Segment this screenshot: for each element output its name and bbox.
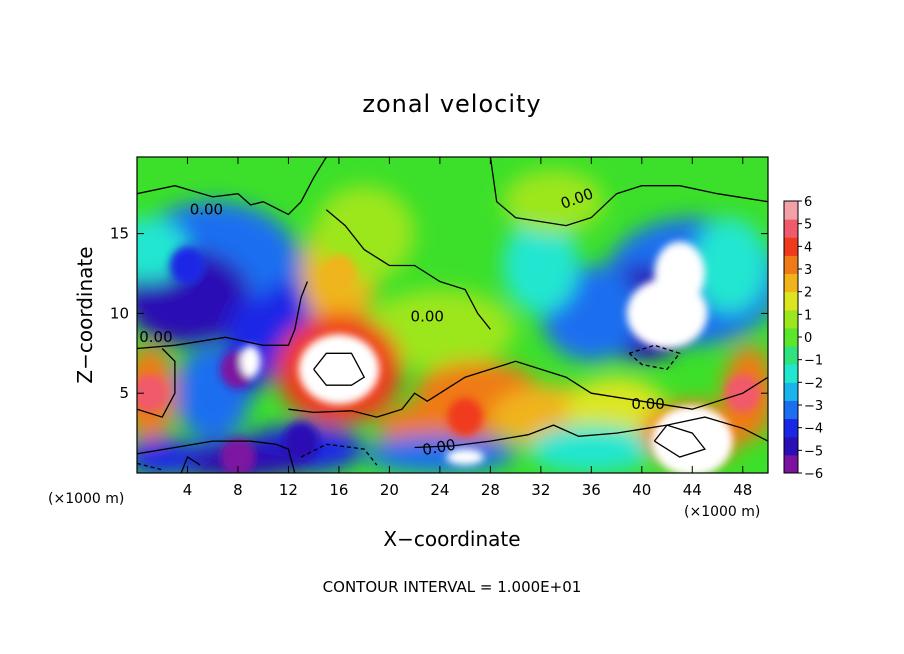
colorbar-tick-label: −6 <box>804 467 823 482</box>
x-tick-label: 8 <box>233 481 243 499</box>
x-tick-label: 4 <box>183 481 193 499</box>
field-core <box>298 334 380 405</box>
x-tick-label: 28 <box>481 481 500 499</box>
colorbar-swatch <box>784 219 798 238</box>
y-axis-label: Z−coordinate <box>73 246 97 383</box>
colorbar-swatch <box>784 364 798 383</box>
x-unit-right: (×1000 m) <box>684 504 760 520</box>
field-core <box>283 421 319 461</box>
contour-line <box>137 462 163 471</box>
colorbar-swatch <box>784 418 798 438</box>
contour-line <box>325 209 491 330</box>
x-axis-label: X−coordinate <box>383 527 520 551</box>
contour-label: 0.00 <box>411 307 444 325</box>
colorbar-swatch <box>784 346 798 365</box>
field-region <box>502 169 604 234</box>
x-tick-label: 36 <box>582 481 601 499</box>
contour-line <box>653 424 706 458</box>
contour-label: 0.00 <box>631 395 664 413</box>
colorbar-tick-label: 0 <box>804 331 812 346</box>
field-core <box>137 374 168 413</box>
colorbar-tick-label: −1 <box>804 354 823 369</box>
field-core <box>446 449 485 466</box>
contour-line <box>414 416 768 449</box>
contour-line <box>180 456 201 473</box>
field-core <box>220 437 256 473</box>
colorbar-tick-label: 5 <box>804 218 812 233</box>
contour-label: 0.00 <box>139 328 172 346</box>
colorbar-swatch <box>784 237 798 256</box>
chart-title: zonal velocity <box>362 90 541 118</box>
contour-line <box>313 352 366 386</box>
x-axis: 4 8 12 16 20 24 28 32 36 40 44 48 <box>183 157 752 499</box>
field-core <box>447 397 483 437</box>
field-region <box>364 434 516 473</box>
colorbar-swatch <box>784 291 798 311</box>
field-core <box>169 246 206 285</box>
y-tick-label: 10 <box>110 304 129 322</box>
field-core <box>240 345 261 378</box>
x-unit-left: (×1000 m) <box>48 491 124 507</box>
colorbar-swatch <box>784 436 798 456</box>
field-region <box>502 217 579 314</box>
field-region <box>692 217 768 314</box>
field-region <box>528 425 655 473</box>
field-region <box>364 289 516 370</box>
colorbar-tick-label: −5 <box>804 444 823 459</box>
x-tick-label: 24 <box>430 481 449 499</box>
x-tick-label: 32 <box>531 481 550 499</box>
contour-line <box>137 348 176 418</box>
contour-line <box>489 157 768 227</box>
contour-interval-note: CONTOUR INTERVAL = 1.000E+01 <box>323 578 582 596</box>
contour-lines <box>137 157 768 473</box>
contour-line <box>137 157 327 216</box>
contour-line <box>137 440 296 473</box>
x-tick-label: 16 <box>329 481 348 499</box>
contour-label: 0.00 <box>190 200 223 218</box>
x-tick-label: 44 <box>683 481 702 499</box>
colorbar-tick-label: −3 <box>804 399 823 414</box>
contour-line <box>300 443 378 466</box>
colorbar-tick-label: 2 <box>804 286 812 301</box>
x-tick-label: 20 <box>380 481 399 499</box>
contour-line <box>288 360 768 418</box>
field-core <box>654 241 705 306</box>
colorbar-swatch <box>784 400 798 420</box>
x-tick-label: 12 <box>279 481 298 499</box>
colorbar-swatch <box>784 454 798 474</box>
contour-line <box>628 344 681 371</box>
x-tick-label: 48 <box>733 481 752 499</box>
colorbar-tick-label: 3 <box>804 263 812 278</box>
colorbar-tick-label: −4 <box>804 422 823 437</box>
plot-area <box>137 157 768 473</box>
y-tick-label: 5 <box>119 384 129 402</box>
colorbar-tick-label: 1 <box>804 308 812 323</box>
y-axis: 5 10 15 <box>110 225 768 402</box>
x-tick-label: 40 <box>632 481 651 499</box>
colorbar-swatch <box>784 273 798 293</box>
colorbar-swatch <box>784 327 798 347</box>
colorbar-tick-label: 6 <box>804 195 812 210</box>
colorbar-swatch <box>784 382 798 401</box>
plot-frame <box>136 156 769 474</box>
colorbar: 6 5 4 3 2 1 0 −1 −2 −3 −4 −5 −6 <box>783 195 823 482</box>
colorbar-swatch <box>784 201 798 220</box>
y-tick-label: 15 <box>110 225 129 243</box>
velocity-field-cores <box>137 241 761 473</box>
colorbar-tick-label: 4 <box>804 240 812 255</box>
contour-label: 0.00 <box>421 436 457 460</box>
colorbar-swatch <box>784 255 798 275</box>
field-core <box>321 254 357 293</box>
contour-line <box>137 281 309 350</box>
colorbar-swatch <box>784 309 798 329</box>
field-core <box>651 405 733 473</box>
colorbar-tick-label: −2 <box>804 376 823 391</box>
